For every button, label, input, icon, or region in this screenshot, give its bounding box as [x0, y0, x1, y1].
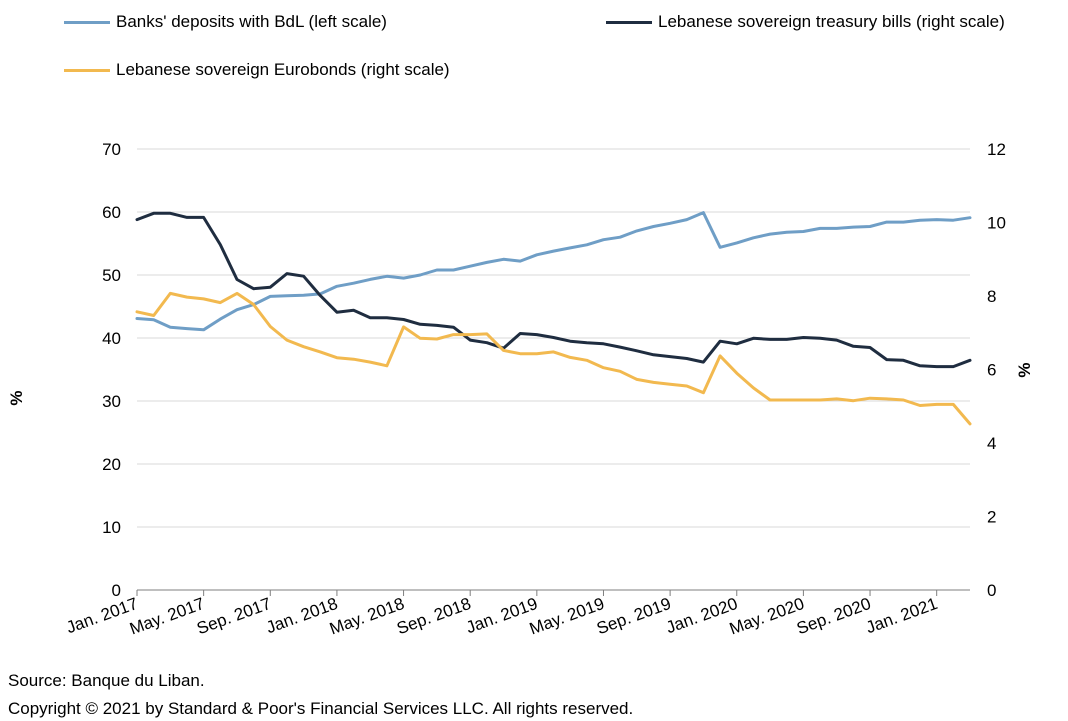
- x-tick-label: Jan. 2021: [863, 594, 940, 637]
- x-tick-label: Jan. 2020: [663, 594, 740, 637]
- x-tick-label: Jan. 2017: [64, 594, 141, 637]
- x-tick-label: Sep. 2018: [394, 594, 473, 638]
- copyright-note: Copyright © 2021 by Standard & Poor's Fi…: [8, 699, 634, 718]
- y-right-tick-label: 12: [987, 140, 1006, 159]
- y-right-tick-label: 8: [987, 287, 996, 306]
- x-tick-label: Sep. 2020: [794, 594, 873, 638]
- x-tick-label: May. 2017: [127, 594, 207, 639]
- legend-label-deposits: Banks' deposits with BdL (left scale): [116, 12, 387, 31]
- y-left-tick-label: 60: [102, 203, 121, 222]
- eurobonds-line: [135, 291, 972, 426]
- legend-swatch-tbills: [606, 20, 652, 24]
- y-left-tick-label: 0: [112, 581, 121, 600]
- y-left-tick-label: 20: [102, 455, 121, 474]
- legend-item-eurobonds: Lebanese sovereign Eurobonds (right scal…: [64, 60, 450, 80]
- y-right-axis-title: %: [1015, 362, 1034, 377]
- y-left-tick-label: 30: [102, 392, 121, 411]
- y-left-tick-label: 70: [102, 140, 121, 159]
- x-tick-label: May. 2020: [727, 594, 807, 639]
- legend-swatch-deposits: [64, 20, 110, 24]
- y-right-tick-label: 10: [987, 214, 1006, 233]
- legend-swatch-eurobonds: [64, 68, 110, 72]
- legend-item-deposits: Banks' deposits with BdL (left scale): [64, 12, 387, 32]
- x-tick-label: May. 2018: [327, 594, 407, 639]
- x-tick-label: Sep. 2017: [194, 594, 273, 638]
- tbills-line: [135, 211, 972, 369]
- y-right-tick-label: 4: [987, 434, 996, 453]
- x-tick-label: Jan. 2018: [264, 594, 341, 637]
- x-tick-label: May. 2019: [527, 594, 607, 639]
- x-tick-label: Jan. 2019: [464, 594, 541, 637]
- y-left-tick-label: 40: [102, 329, 121, 348]
- y-left-tick-label: 50: [102, 266, 121, 285]
- legend-item-tbills: Lebanese sovereign treasury bills (right…: [606, 12, 1005, 32]
- y-left-axis-title: %: [7, 390, 26, 405]
- y-right-tick-label: 6: [987, 361, 996, 380]
- y-right-tick-label: 0: [987, 581, 996, 600]
- x-tick-label: Sep. 2019: [594, 594, 673, 638]
- deposits-line: [135, 211, 972, 332]
- y-right-tick-label: 2: [987, 508, 996, 527]
- legend-label-eurobonds: Lebanese sovereign Eurobonds (right scal…: [116, 60, 450, 79]
- source-note: Source: Banque du Liban.: [8, 671, 205, 690]
- legend-label-tbills: Lebanese sovereign treasury bills (right…: [658, 12, 1005, 31]
- y-left-tick-label: 10: [102, 518, 121, 537]
